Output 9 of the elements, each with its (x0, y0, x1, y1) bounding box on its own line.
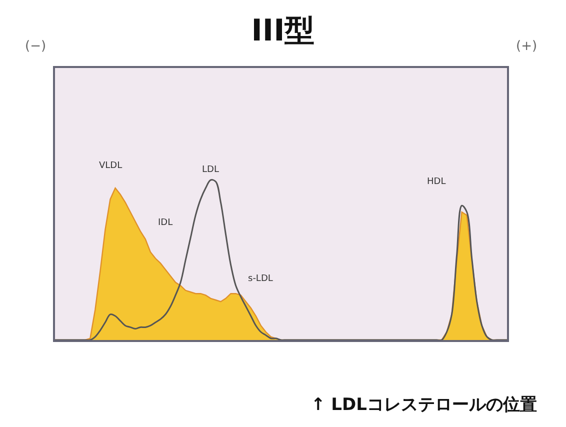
text: LDL (202, 165, 219, 175)
text: VLDL (99, 161, 122, 171)
annotation: IDL (158, 218, 173, 228)
chart-title: III型 (251, 13, 315, 48)
annotation: s-LDL (248, 274, 273, 284)
text: ↑ LDLコレステロールの位置 (311, 395, 537, 415)
annotation: HDL (427, 177, 446, 187)
text: (+) (516, 39, 538, 54)
text: (−) (25, 39, 46, 54)
